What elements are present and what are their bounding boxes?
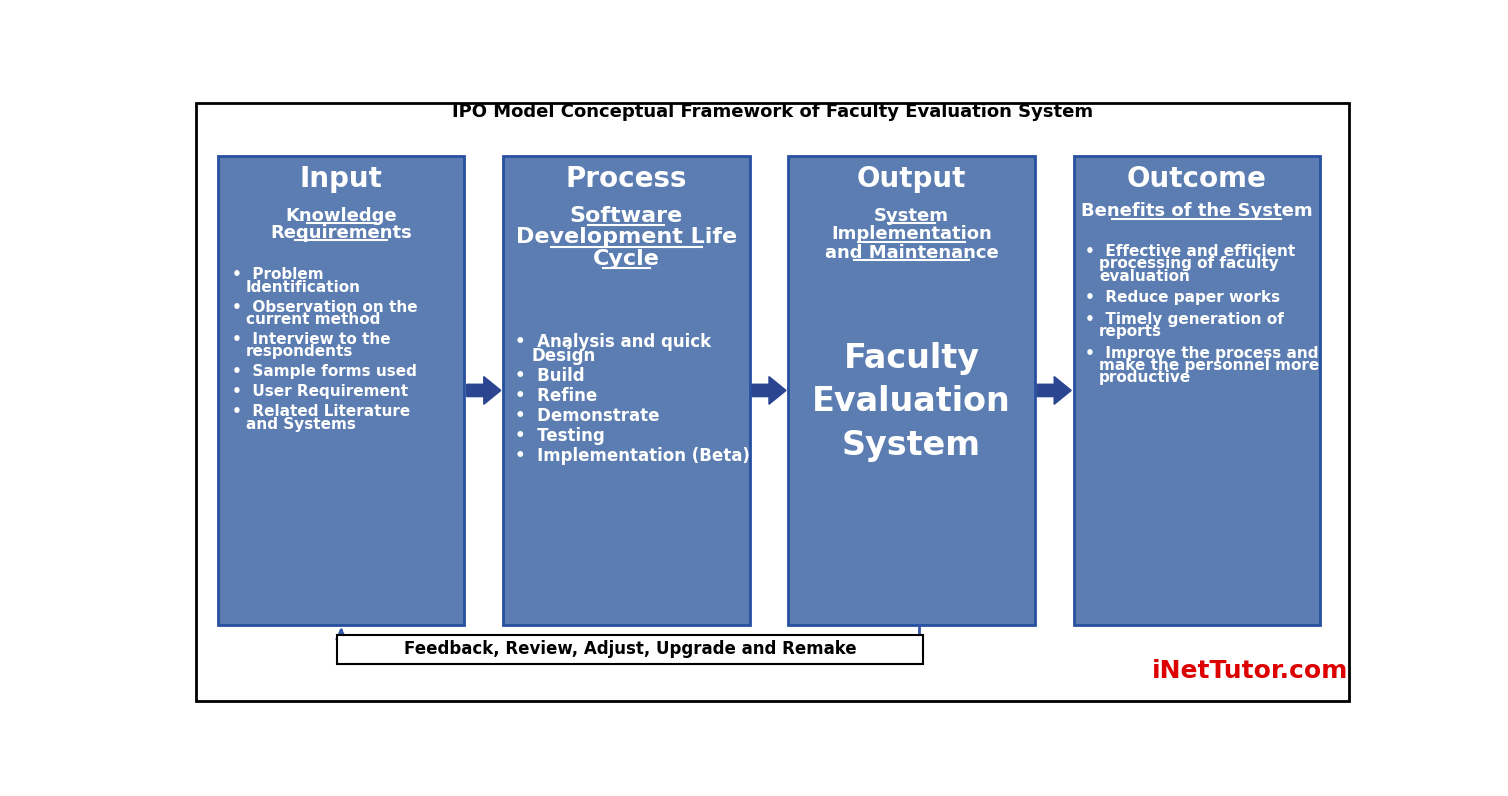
Text: Outcome: Outcome bbox=[1126, 165, 1267, 193]
Text: •  Improve the process and: • Improve the process and bbox=[1086, 345, 1318, 361]
Polygon shape bbox=[752, 377, 786, 404]
Text: •  Related Literature: • Related Literature bbox=[232, 404, 410, 419]
Text: •  Analysis and quick: • Analysis and quick bbox=[514, 333, 710, 351]
Text: IPO Model Conceptual Framework of Faculty Evaluation System: IPO Model Conceptual Framework of Facult… bbox=[452, 103, 1093, 121]
Text: •  Testing: • Testing bbox=[514, 427, 605, 445]
Bar bbox=[219, 155, 464, 626]
Text: and Maintenance: and Maintenance bbox=[825, 244, 998, 262]
Text: respondents: respondents bbox=[246, 344, 353, 359]
Text: Feedback, Review, Adjust, Upgrade and Remake: Feedback, Review, Adjust, Upgrade and Re… bbox=[404, 640, 857, 658]
Text: •  Interview to the: • Interview to the bbox=[232, 332, 391, 347]
Text: iNetTutor.com: iNetTutor.com bbox=[1152, 659, 1348, 684]
Text: •  Sample forms used: • Sample forms used bbox=[232, 365, 416, 379]
Text: current method: current method bbox=[246, 312, 380, 327]
Bar bbox=[1074, 155, 1320, 626]
Text: •  Build: • Build bbox=[514, 367, 585, 384]
Text: •  Refine: • Refine bbox=[514, 387, 597, 404]
Text: •  Observation on the: • Observation on the bbox=[232, 299, 418, 314]
Text: Implementation: Implementation bbox=[831, 225, 992, 243]
Text: Process: Process bbox=[566, 165, 688, 193]
Text: •  Problem: • Problem bbox=[232, 267, 324, 283]
Text: •  Demonstrate: • Demonstrate bbox=[514, 407, 659, 424]
Text: Knowledge: Knowledge bbox=[285, 207, 397, 224]
Text: Cycle: Cycle bbox=[593, 249, 661, 269]
Bar bbox=[789, 155, 1034, 626]
Text: Input: Input bbox=[300, 165, 383, 193]
Text: Development Life: Development Life bbox=[516, 227, 737, 248]
Text: productive: productive bbox=[1099, 370, 1191, 385]
Text: Requirements: Requirements bbox=[270, 224, 412, 241]
Text: System: System bbox=[875, 207, 949, 224]
Text: Identification: Identification bbox=[246, 279, 360, 295]
Text: Software: Software bbox=[570, 205, 683, 225]
Text: •  Implementation (Beta): • Implementation (Beta) bbox=[514, 447, 749, 465]
Text: make the personnel more: make the personnel more bbox=[1099, 358, 1320, 373]
Text: Faculty
Evaluation
System: Faculty Evaluation System bbox=[813, 342, 1010, 462]
Polygon shape bbox=[466, 377, 501, 404]
Text: reports: reports bbox=[1099, 324, 1163, 339]
Text: Benefits of the System: Benefits of the System bbox=[1081, 202, 1312, 220]
Text: •  Effective and efficient: • Effective and efficient bbox=[1086, 244, 1295, 259]
Text: •  Timely generation of: • Timely generation of bbox=[1086, 312, 1283, 327]
Text: evaluation: evaluation bbox=[1099, 269, 1190, 283]
Polygon shape bbox=[1038, 377, 1071, 404]
Text: •  Reduce paper works: • Reduce paper works bbox=[1086, 291, 1280, 306]
Text: Output: Output bbox=[857, 165, 967, 193]
Text: •  User Requirement: • User Requirement bbox=[232, 384, 409, 400]
Text: Design: Design bbox=[532, 346, 596, 365]
Bar bbox=[338, 634, 923, 664]
Text: processing of faculty: processing of faculty bbox=[1099, 256, 1279, 271]
Bar bbox=[504, 155, 749, 626]
Text: and Systems: and Systems bbox=[246, 416, 356, 431]
